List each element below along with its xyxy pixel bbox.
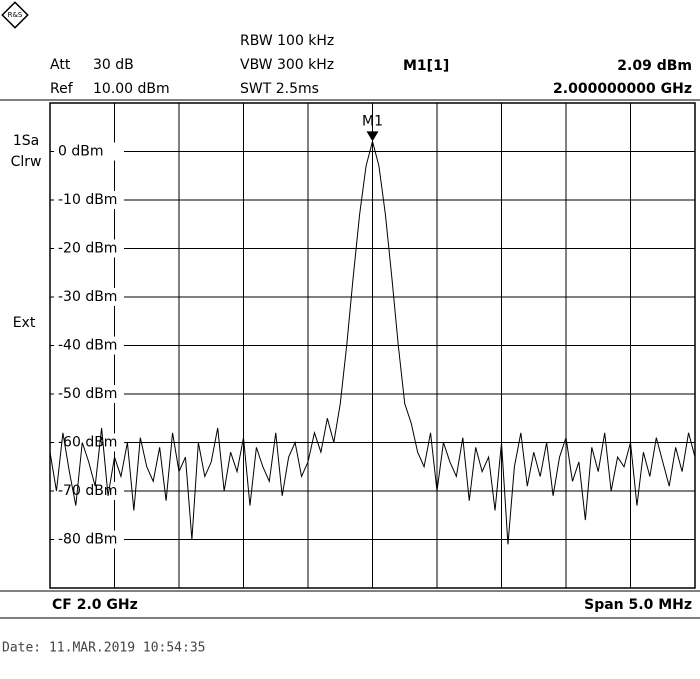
tick-label-bg: [54, 385, 124, 403]
tick-label-bg: [54, 530, 124, 549]
side-label: Clrw: [11, 154, 42, 170]
tick-label-bg: [54, 191, 124, 209]
tick-label-bg: [54, 142, 124, 161]
marker-name: M1[1]: [403, 58, 449, 74]
tick-label-bg: [54, 336, 124, 355]
tick-label-bg: [54, 288, 124, 306]
marker-freq: 2.000000000 GHz: [553, 81, 692, 97]
svg-text:R&S: R&S: [8, 11, 23, 19]
y-tick-label: -40 dBm: [58, 338, 117, 354]
side-label: 1Sa: [13, 133, 39, 149]
y-tick-label: -10 dBm: [58, 192, 117, 208]
vbw: VBW 300 kHz: [240, 57, 334, 73]
tick-label-bg: [54, 433, 124, 452]
marker: [366, 131, 379, 142]
tick-label-bg: [54, 239, 124, 258]
swt: SWT 2.5ms: [240, 81, 319, 97]
att: 30 dB: [93, 57, 134, 73]
y-tick-label: -50 dBm: [58, 386, 117, 402]
marker-label: M1: [362, 113, 383, 129]
date: Date: 11.MAR.2019 10:54:35: [2, 641, 206, 656]
marker-level: 2.09 dBm: [617, 58, 692, 74]
ref-label: Ref: [50, 81, 74, 97]
y-tick-label: -80 dBm: [58, 532, 117, 548]
y-tick-label: -20 dBm: [58, 241, 117, 257]
logo: R&S: [1, 1, 29, 29]
y-tick-label: -70 dBm: [58, 483, 117, 499]
ref: 10.00 dBm: [93, 81, 170, 97]
y-tick-label: 0 dBm: [58, 144, 104, 160]
center-frequency: CF 2.0 GHz: [52, 597, 138, 613]
span: Span 5.0 MHz: [584, 597, 692, 613]
plot: 0 dBm -10 dBm -20 dBm -30 dBm -40 dBm -50 dBm…: [49, 102, 696, 589]
side-label: Ext: [13, 315, 36, 331]
rbw: RBW 100 kHz: [240, 33, 334, 49]
y-tick-label: -60 dBm: [58, 435, 117, 451]
tick-label-bg: [54, 482, 124, 500]
att-label: Att: [50, 57, 71, 73]
y-tick-label: -30 dBm: [58, 289, 117, 305]
